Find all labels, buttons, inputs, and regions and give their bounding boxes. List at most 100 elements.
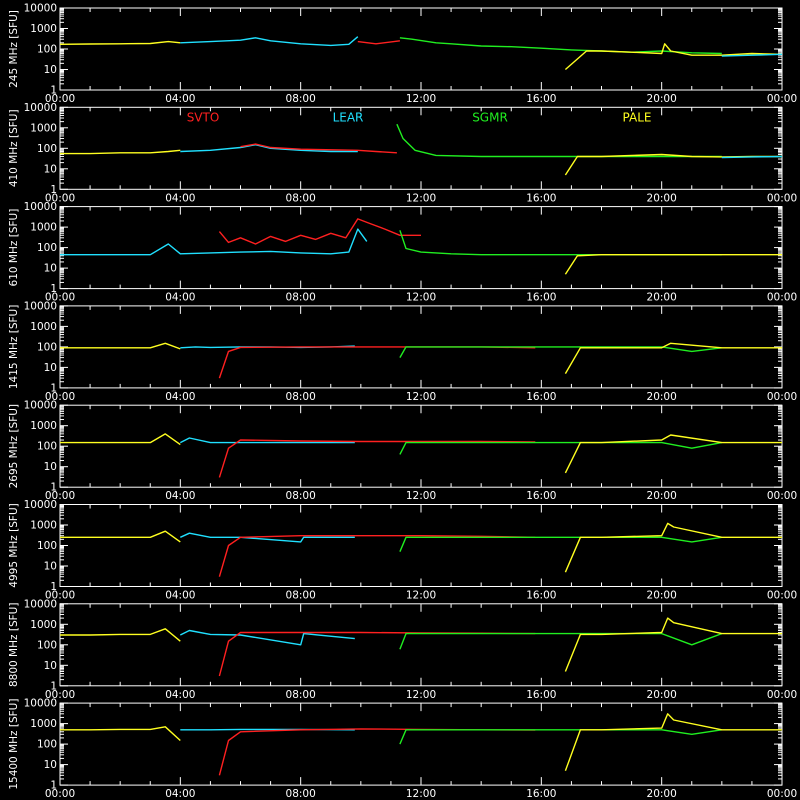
x-tick-label: 12:00 xyxy=(406,292,436,304)
x-tick-label: 20:00 xyxy=(647,391,677,403)
series-pale xyxy=(564,253,782,275)
series-pale xyxy=(564,434,782,474)
series-svto xyxy=(357,40,400,45)
series-pale xyxy=(60,342,181,350)
x-tick-label: 20:00 xyxy=(647,590,677,602)
x-tick-label: 08:00 xyxy=(286,590,316,602)
x-tick-label: 00:00 xyxy=(767,490,797,502)
x-tick-label: 04:00 xyxy=(165,93,195,105)
x-tick-label: 12:00 xyxy=(406,192,436,204)
x-tick-label: 12:00 xyxy=(406,391,436,403)
legend-lear: LEAR xyxy=(333,110,364,124)
y-axis-label: 15400 MHz [SFU] xyxy=(8,699,20,790)
y-tick-label: 100 xyxy=(37,44,57,56)
series-pale xyxy=(564,522,782,573)
series-sgmr xyxy=(399,441,722,455)
x-tick-label: 00:00 xyxy=(767,192,797,204)
y-tick-label: 10 xyxy=(44,163,57,175)
series-lear xyxy=(179,629,355,646)
x-tick-label: 04:00 xyxy=(165,788,195,800)
series-sgmr xyxy=(396,123,722,158)
y-tick-label: 10000 xyxy=(24,300,57,312)
series-sgmr xyxy=(399,536,722,552)
x-tick-label: 08:00 xyxy=(286,292,316,304)
y-tick-label: 10 xyxy=(44,561,57,573)
x-tick-label: 04:00 xyxy=(165,590,195,602)
y-tick-label: 1000 xyxy=(30,619,57,631)
y-tick-label: 100 xyxy=(37,540,57,552)
legend-svto: SVTO xyxy=(187,110,220,124)
x-tick-label: 00:00 xyxy=(767,93,797,105)
x-tick-label: 00:00 xyxy=(45,788,75,800)
x-tick-label: 12:00 xyxy=(406,490,436,502)
y-tick-label: 1 xyxy=(50,581,57,593)
y-tick-label: 1000 xyxy=(30,23,57,35)
y-axis-label: 1415 MHz [SFU] xyxy=(8,305,20,389)
x-tick-label: 00:00 xyxy=(45,192,75,204)
series-lear xyxy=(60,228,368,256)
y-tick-label: 1000 xyxy=(30,420,57,432)
y-tick-label: 1000 xyxy=(30,321,57,333)
x-tick-label: 12:00 xyxy=(406,788,436,800)
x-tick-label: 04:00 xyxy=(165,292,195,304)
y-tick-label: 10000 xyxy=(24,499,57,511)
y-tick-label: 1000 xyxy=(30,222,57,234)
x-tick-label: 16:00 xyxy=(526,292,556,304)
y-tick-label: 10 xyxy=(44,660,57,672)
x-tick-label: 00:00 xyxy=(767,292,797,304)
series-lear xyxy=(721,155,783,159)
x-tick-label: 20:00 xyxy=(647,93,677,105)
y-axis-label: 4995 MHz [SFU] xyxy=(8,503,20,587)
y-tick-label: 1000 xyxy=(30,718,57,730)
x-tick-label: 20:00 xyxy=(647,490,677,502)
x-tick-label: 00:00 xyxy=(767,590,797,602)
series-pale xyxy=(60,433,181,446)
x-tick-label: 12:00 xyxy=(406,590,436,602)
y-axis-label: 610 MHz [SFU] xyxy=(8,209,20,287)
x-tick-label: 20:00 xyxy=(647,689,677,701)
y-tick-label: 1 xyxy=(50,482,57,494)
series-pale xyxy=(564,342,782,374)
y-tick-label: 1 xyxy=(50,283,57,295)
series-lear xyxy=(180,36,359,47)
x-tick-label: 00:00 xyxy=(45,391,75,403)
series-sgmr xyxy=(399,632,723,650)
series-pale xyxy=(564,713,782,772)
y-tick-label: 100 xyxy=(37,242,57,254)
series-svto xyxy=(218,439,536,478)
y-tick-label: 1000 xyxy=(30,520,57,532)
x-tick-label: 16:00 xyxy=(526,689,556,701)
series-svto xyxy=(218,218,421,245)
y-tick-label: 10 xyxy=(44,263,57,275)
x-tick-label: 04:00 xyxy=(165,192,195,204)
y-tick-label: 100 xyxy=(37,143,57,155)
y-tick-label: 10000 xyxy=(24,400,57,412)
y-tick-label: 10 xyxy=(44,362,57,374)
x-tick-label: 00:00 xyxy=(45,292,75,304)
y-axis-label: 8800 MHz [SFU] xyxy=(8,603,20,687)
x-tick-label: 08:00 xyxy=(286,192,316,204)
x-tick-label: 04:00 xyxy=(165,391,195,403)
x-tick-label: 00:00 xyxy=(45,689,75,701)
x-tick-label: 08:00 xyxy=(286,490,316,502)
series-lear xyxy=(721,53,783,57)
x-tick-label: 08:00 xyxy=(286,391,316,403)
y-tick-label: 10 xyxy=(44,64,57,76)
y-tick-label: 10000 xyxy=(24,102,57,114)
y-tick-label: 1 xyxy=(50,780,57,792)
x-tick-label: 00:00 xyxy=(45,93,75,105)
y-axis-label: 245 MHz [SFU] xyxy=(8,10,20,88)
series-svto xyxy=(240,143,397,154)
y-tick-label: 100 xyxy=(37,341,57,353)
x-tick-label: 20:00 xyxy=(647,292,677,304)
x-tick-label: 04:00 xyxy=(165,689,195,701)
legend-sgmr: SGMR xyxy=(472,110,508,124)
x-tick-label: 20:00 xyxy=(647,788,677,800)
x-tick-label: 00:00 xyxy=(767,788,797,800)
